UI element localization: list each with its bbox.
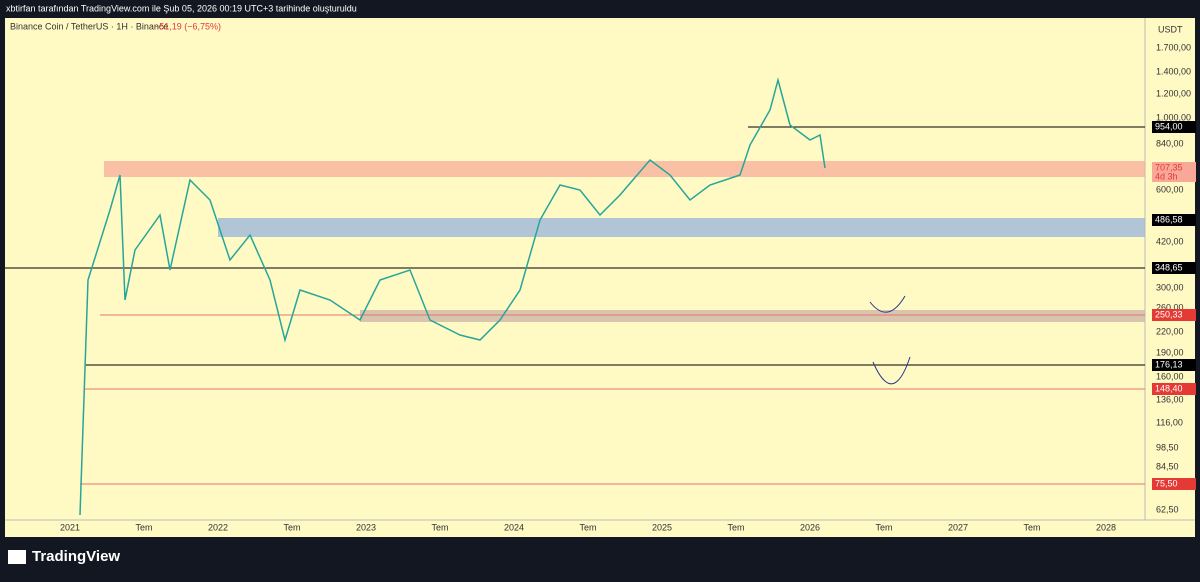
- price-tag-sub: 4d 3h: [1155, 171, 1178, 181]
- price-label: 1.400,00: [1156, 66, 1191, 76]
- time-label: 2021: [60, 522, 80, 532]
- price-label: 260,00: [1156, 302, 1184, 312]
- price-label: 62,50: [1156, 504, 1179, 514]
- top-bar: [0, 0, 1200, 18]
- time-label: 2028: [1096, 522, 1116, 532]
- price-tag-label: 250,33: [1155, 309, 1183, 319]
- time-label: Tem: [283, 522, 300, 532]
- time-label: 2027: [948, 522, 968, 532]
- time-label: Tem: [431, 522, 448, 532]
- bottom-bar: [0, 537, 1200, 577]
- time-label: Tem: [727, 522, 744, 532]
- price-tag: [1152, 383, 1196, 395]
- time-label: Tem: [875, 522, 892, 532]
- time-label: Tem: [579, 522, 596, 532]
- price-label: 840,00: [1156, 138, 1184, 148]
- price-label: 84,50: [1156, 461, 1179, 471]
- axis-unit: USDT: [1158, 24, 1183, 34]
- price-tag: [1152, 359, 1196, 371]
- price-tag: [1152, 478, 1196, 490]
- price-label: 98,50: [1156, 442, 1179, 452]
- symbol: Binance Coin / TetherUS · 1H · Binance: [10, 21, 168, 31]
- time-label: 2023: [356, 522, 376, 532]
- price-label: 1.000,00: [1156, 112, 1191, 122]
- price-label: 300,00: [1156, 282, 1184, 292]
- price-label: 600,00: [1156, 184, 1184, 194]
- price-tag: [1152, 121, 1196, 133]
- price-tag-label: 954,00: [1155, 121, 1183, 131]
- price-tag-label: 707,35: [1155, 162, 1183, 172]
- price-tag-label: 75,50: [1155, 478, 1178, 488]
- price-tag-label: 148,40: [1155, 383, 1183, 393]
- price-label: 160,00: [1156, 371, 1184, 381]
- price-tag: [1152, 309, 1196, 321]
- price-label: 136,00: [1156, 394, 1184, 404]
- caption: xbtirfan tarafından TradingView.com ile …: [6, 3, 357, 13]
- price-label: 116,00: [1156, 417, 1183, 427]
- price-tag-label: 176,13: [1155, 359, 1183, 369]
- zone: [218, 218, 1145, 237]
- price-label: 190,00: [1156, 347, 1184, 357]
- price-label: 1.200,00: [1156, 88, 1191, 98]
- logo: [8, 550, 26, 564]
- price-label: 1.700,00: [1156, 42, 1191, 52]
- price-path: [79, 77, 826, 516]
- drawing: [872, 356, 911, 385]
- price-tag: [1152, 262, 1196, 274]
- price-tag-label: 348,65: [1155, 262, 1183, 272]
- time-label: 2025: [652, 522, 672, 532]
- zone: [360, 310, 1145, 322]
- price-label: 420,00: [1156, 236, 1184, 246]
- time-label: Tem: [1023, 522, 1040, 532]
- chart-area: [5, 18, 1195, 537]
- time-label: 2026: [800, 522, 820, 532]
- time-label: 2022: [208, 522, 228, 532]
- brand: TradingView: [32, 548, 120, 565]
- drawing: [869, 295, 906, 313]
- price-tag: [1152, 214, 1196, 226]
- price-tag: [1152, 162, 1196, 182]
- change: −51,19 (−6,75%): [154, 21, 221, 31]
- zone: [104, 161, 1145, 177]
- price-label: 220,00: [1156, 326, 1184, 336]
- time-label: 2024: [504, 522, 524, 532]
- price-tag-label: 486,58: [1155, 214, 1183, 224]
- time-label: Tem: [135, 522, 152, 532]
